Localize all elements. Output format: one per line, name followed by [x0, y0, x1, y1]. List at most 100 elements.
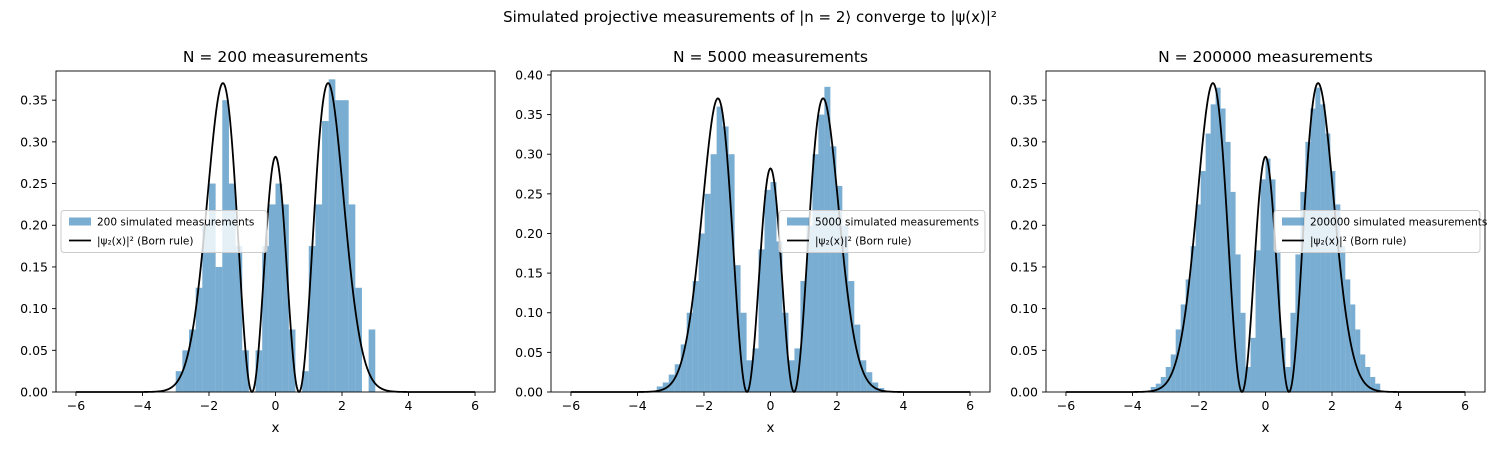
histogram-bar [1285, 366, 1291, 392]
histogram-bar [842, 225, 849, 392]
y-tick-label: 0.20 [1010, 218, 1038, 233]
legend-curve-label: |ψ₂(x)|² (Born rule) [97, 236, 193, 248]
x-tick-label: 6 [1461, 398, 1469, 413]
histogram-bar [698, 233, 705, 392]
y-tick-label: 0.20 [515, 226, 543, 241]
x-tick-label: −2 [200, 398, 218, 413]
y-tick-label: 0.10 [515, 305, 543, 320]
y-tick-label: 0.20 [20, 218, 48, 233]
histogram-bar [710, 154, 717, 392]
histogram-bar [335, 100, 343, 393]
histogram-bar [1230, 191, 1236, 392]
histogram-bar [1305, 141, 1311, 392]
histogram-bar [674, 364, 681, 392]
legend-curve-label: |ψ₂(x)|² (Born rule) [815, 236, 911, 248]
histogram-bar [302, 371, 309, 392]
histogram-bar [1185, 279, 1191, 392]
histogram-bar [1340, 246, 1346, 392]
histogram-bar [348, 204, 356, 392]
histogram-bar [1255, 250, 1261, 392]
histogram-bar [836, 185, 843, 392]
legend-histogram-label: 5000 simulated measurements [815, 217, 979, 229]
histogram-bar [255, 350, 263, 392]
legend-box [1273, 210, 1481, 253]
legend-box [778, 210, 986, 253]
histogram-bar [1225, 141, 1231, 392]
y-tick-label: 0.40 [515, 67, 543, 82]
x-tick-label: −2 [695, 398, 713, 413]
histogram-bar [1355, 329, 1361, 392]
x-tick-label: 4 [1395, 398, 1403, 413]
histogram-bar [686, 312, 693, 392]
histogram-bar [770, 181, 777, 392]
chart-panel-1: −6 −4 −2 0 2 4 6 0.00 0.05 0.10 0.15 0.20 0.25 0.30 0.… [20, 48, 496, 436]
legend: 200 simulated measurements |ψ₂(x)|² (Born… [60, 210, 268, 253]
histogram-bar [1155, 383, 1161, 392]
histogram-bar [734, 265, 741, 392]
x-tick-label: 6 [966, 398, 974, 413]
histogram-bar [740, 312, 747, 392]
histogram-bar [1375, 383, 1381, 392]
histogram-bar [308, 246, 316, 392]
panel-title: N = 200 measurements [183, 48, 368, 66]
figure-title: Simulated projective measurements of |n … [503, 8, 997, 26]
histogram-bar [782, 312, 789, 392]
x-tick-label: 0 [272, 398, 280, 413]
histogram-bar [1210, 104, 1216, 392]
histogram-bar [1220, 108, 1226, 393]
x-tick-label: 2 [338, 398, 346, 413]
histogram-bar [1215, 87, 1221, 393]
y-tick-label: 0.30 [20, 134, 48, 149]
histogram-bar [268, 204, 276, 392]
histogram-bar [776, 241, 783, 392]
y-tick-label: 0.25 [515, 186, 543, 201]
histogram-bar [860, 360, 867, 392]
histogram-bar [1175, 329, 1181, 392]
histogram-bar [182, 350, 190, 392]
histogram-bar [288, 329, 296, 392]
x-axis-label: x [1262, 420, 1270, 436]
histogram-bar [728, 154, 735, 392]
x-tick-label: −6 [67, 398, 85, 413]
legend-histogram-swatch [1282, 217, 1304, 226]
histogram-bar [1195, 204, 1201, 392]
histogram-bar [752, 348, 759, 392]
histogram-bar [656, 386, 663, 392]
x-tick-label: 4 [900, 398, 908, 413]
x-tick-label: 6 [471, 398, 479, 413]
histogram-bar [1260, 179, 1266, 392]
histogram-bar [202, 225, 209, 392]
histogram-bar [275, 183, 283, 392]
histogram-bar [189, 329, 196, 392]
histogram-bar [1350, 304, 1356, 392]
histogram-bar [848, 281, 855, 392]
histogram-bar [1335, 204, 1341, 392]
histogram-bar [1275, 250, 1281, 392]
x-tick-label: −4 [1123, 398, 1141, 413]
histogram-bar [1180, 304, 1186, 392]
histogram-bar [818, 114, 825, 392]
histogram-bar [692, 281, 699, 392]
histogram-bar [1300, 191, 1306, 392]
histogram-bar [342, 100, 349, 393]
histogram-bar [1240, 312, 1246, 392]
legend-curve-label: |ψ₂(x)|² (Born rule) [1310, 236, 1406, 248]
histogram-bar [1190, 246, 1196, 392]
histogram-bar [788, 360, 795, 392]
y-tick-label: 0.00 [1010, 385, 1038, 400]
histogram-bar [215, 266, 223, 392]
histogram-bar [830, 146, 837, 392]
x-tick-label: −2 [1190, 398, 1208, 413]
histogram-bar [195, 287, 203, 392]
histogram-bar [1345, 279, 1351, 392]
y-tick-label: 0.05 [20, 343, 48, 358]
y-tick-label: 0.35 [515, 107, 543, 122]
histogram-bar [704, 193, 711, 392]
histogram-bar [1205, 133, 1211, 392]
histogram-bar [1370, 376, 1376, 392]
histogram-bar [262, 246, 269, 392]
histogram-bar [1270, 179, 1276, 392]
y-tick-label: 0.10 [1010, 301, 1038, 316]
histogram-bar [854, 324, 861, 392]
